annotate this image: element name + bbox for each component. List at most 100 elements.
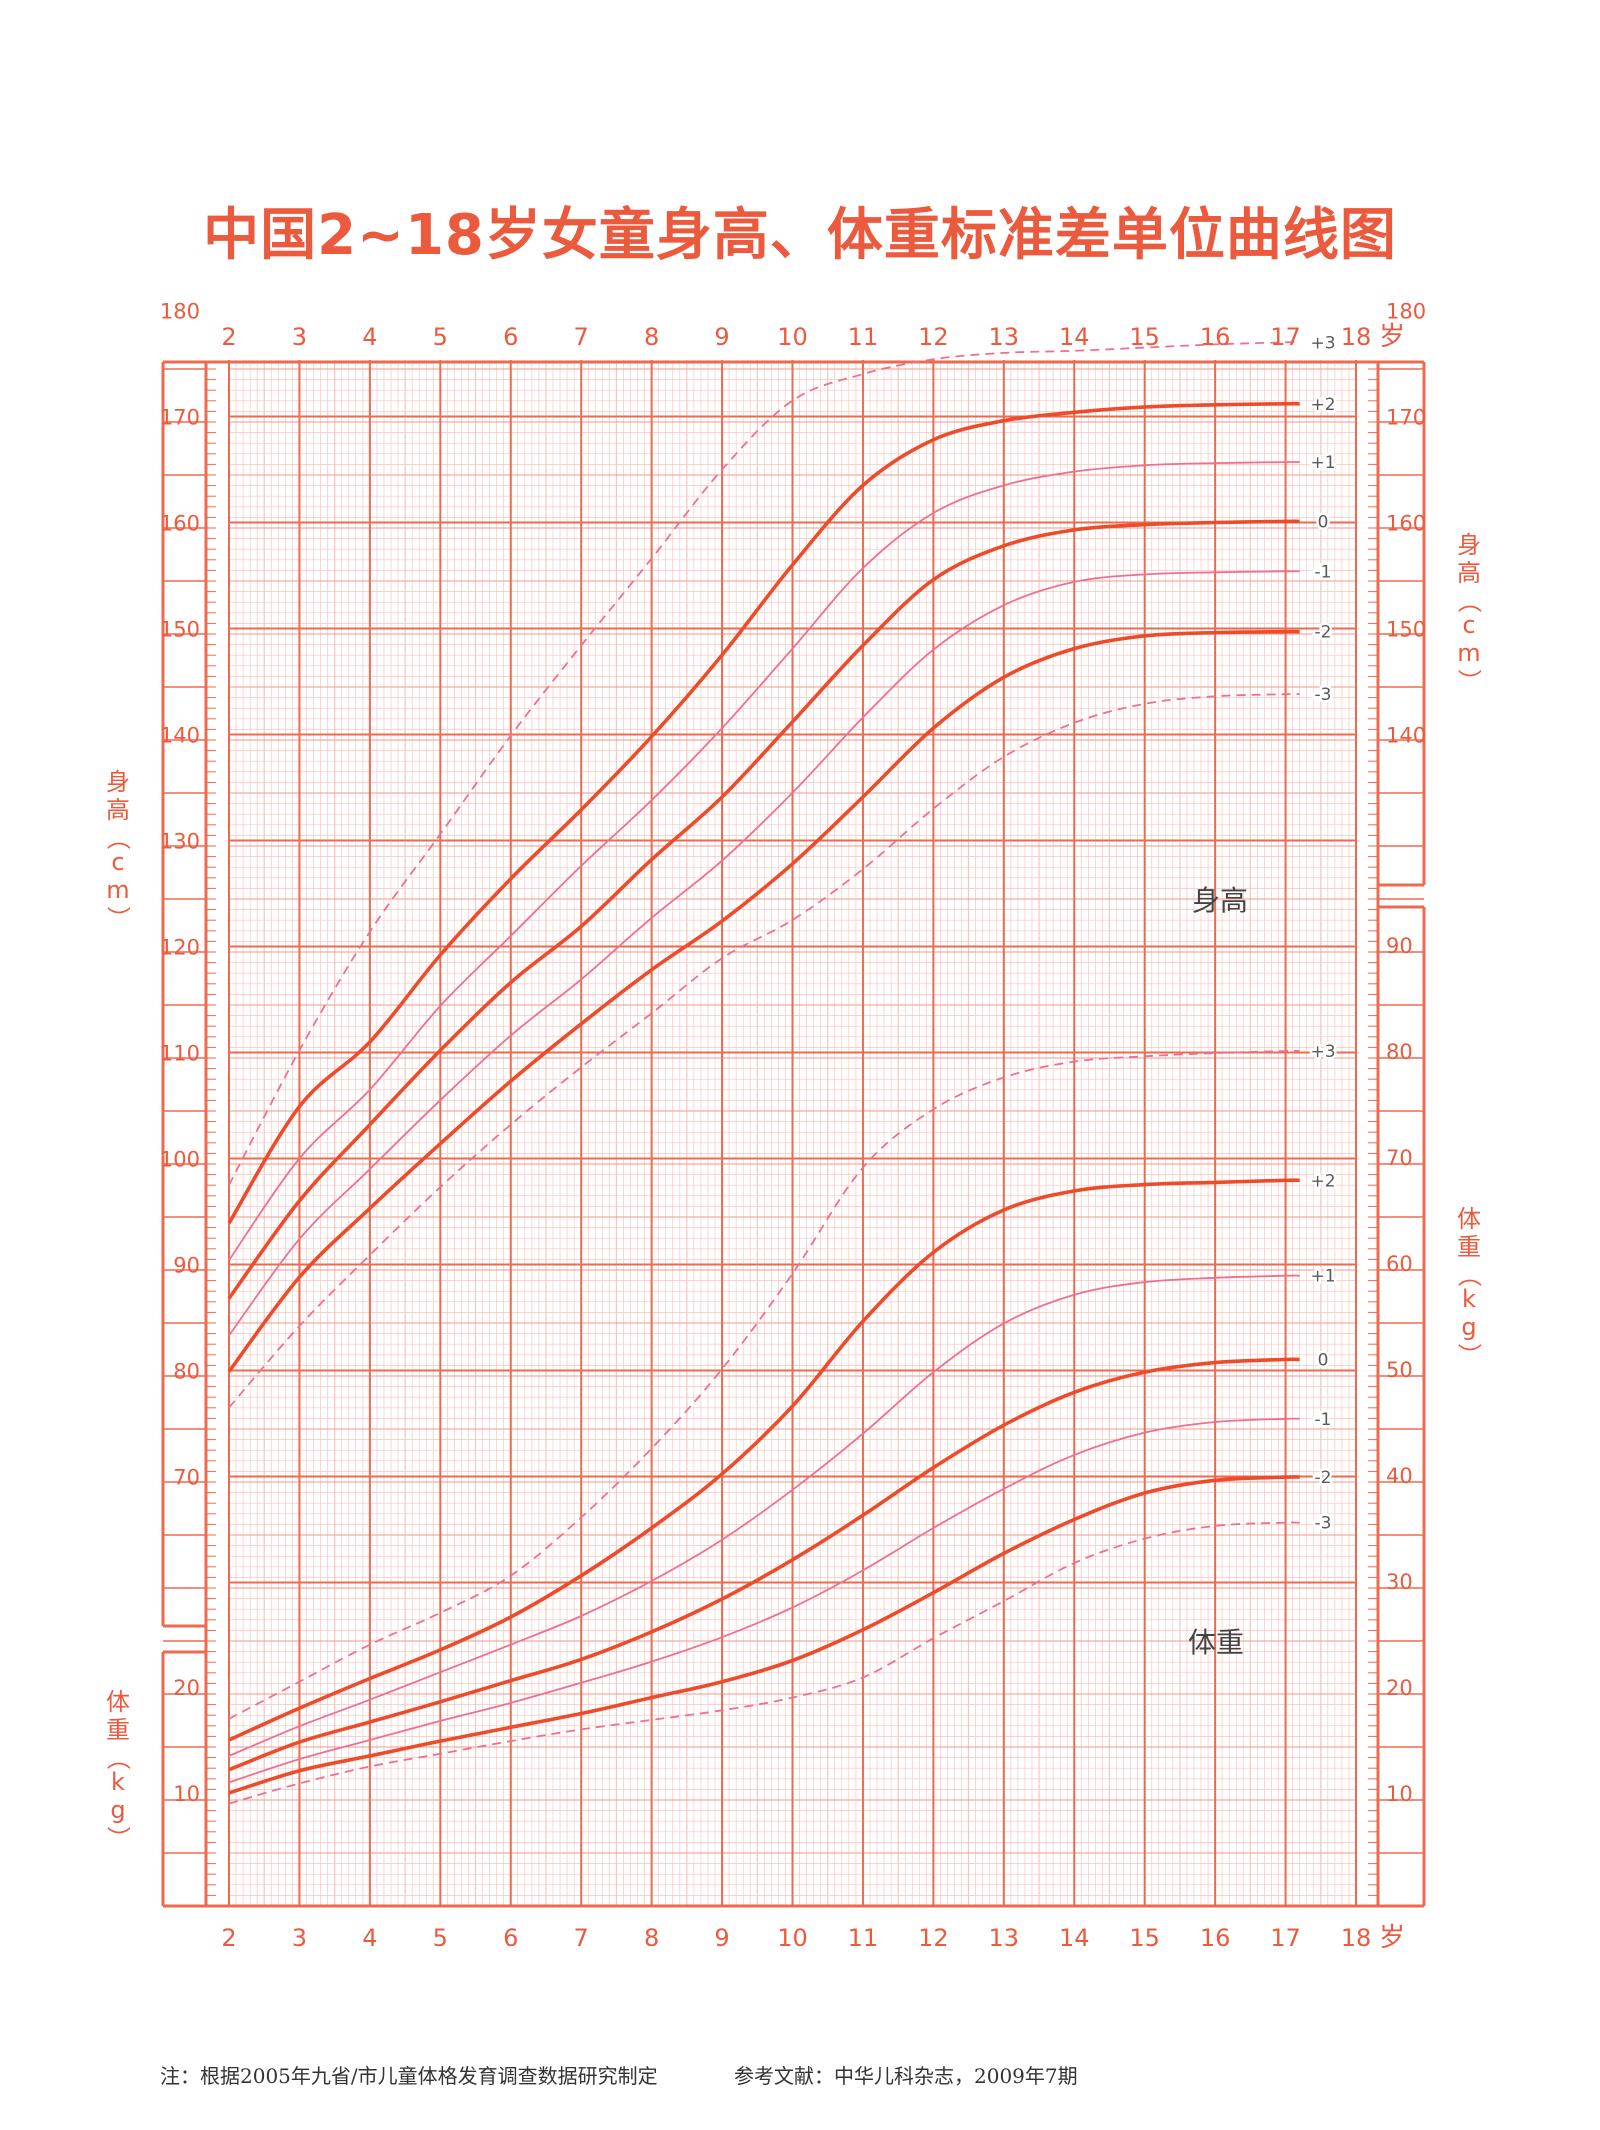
x-tick-bottom: 8 (644, 1924, 659, 1952)
footnote-source: 注：根据2005年九省/市儿童体格发育调查数据研究制定 (160, 2064, 658, 2088)
x-tick-bottom: 12 (918, 1924, 949, 1952)
height-sd-label: +3 (1310, 333, 1335, 353)
x-tick-top: 7 (574, 323, 589, 351)
y-axis-title-height-right: ） (1455, 669, 1483, 693)
y-axis-title-height-left: c (111, 848, 124, 876)
major-grid (228, 360, 1357, 1906)
weight-curve-+1 (228, 1274, 1300, 1757)
height-sd-label: 0 (1318, 512, 1329, 532)
weight-curve-+3 (228, 1049, 1300, 1720)
x-tick-top: 2 (221, 323, 236, 351)
y-axis-title-height-left: 高 (106, 796, 130, 824)
height-curve--2 (227, 629, 1300, 1373)
y-axis-title-height-left: 身 (106, 768, 130, 796)
y-axis-title-height-left: （ (104, 826, 132, 850)
y-axis-title-weight-right: g (1461, 1313, 1476, 1341)
x-tick-top: 11 (848, 323, 879, 351)
height-curve-+3 (228, 341, 1300, 1186)
x-tick-bottom: 15 (1129, 1924, 1160, 1952)
height-curve--3 (228, 693, 1300, 1409)
y-tick-weight-right: 90 (1386, 934, 1413, 958)
x-tick-bottom: 4 (362, 1924, 377, 1952)
y-tick-weight-right: 20 (1386, 1676, 1413, 1700)
x-tick-bottom: 7 (574, 1924, 589, 1952)
y-axis-title-height-left: ） (104, 906, 132, 930)
y-tick-height-right: 160 (1386, 512, 1426, 536)
y-tick-weight-right: 60 (1386, 1252, 1413, 1276)
y-axis-title-weight-right: 体 (1457, 1205, 1481, 1233)
y-axis-title-weight-right: （ (1455, 1263, 1483, 1287)
weight-curve--1 (228, 1417, 1300, 1784)
y-axis-title-height-right: 高 (1457, 559, 1481, 587)
weight-curve-0 (228, 1357, 1300, 1772)
x-tick-bottom: 3 (292, 1924, 307, 1952)
y-tick-height-left: 160 (160, 512, 200, 536)
x-tick-bottom: 13 (989, 1924, 1020, 1952)
y-tick-weight-right: 10 (1386, 1782, 1413, 1806)
x-tick-top: 17 (1270, 323, 1301, 351)
height-sd-label: +1 (1310, 453, 1335, 473)
x-tick-top: 18 (1341, 323, 1372, 351)
weight-sd-label: +1 (1310, 1267, 1335, 1287)
weight-sd-label: -1 (1315, 1410, 1332, 1430)
y-axis-title-weight-left: ） (104, 1826, 132, 1850)
y-tick-height-left: 150 (160, 618, 200, 642)
y-tick-weight-right: 50 (1386, 1358, 1413, 1382)
y-tick-weight-left: 20 (173, 1676, 200, 1700)
x-tick-top: 13 (989, 323, 1020, 351)
y-tick-height-left: 110 (160, 1042, 200, 1066)
weight-curve--3 (228, 1521, 1300, 1805)
y-tick-height-left: 180 (160, 300, 200, 324)
y-tick-weight-left: 10 (173, 1782, 200, 1806)
weight-sd-label: 0 (1318, 1350, 1329, 1370)
x-tick-bottom: 16 (1200, 1924, 1231, 1952)
curves (227, 341, 1300, 1805)
height-sd-label: -1 (1315, 562, 1332, 582)
x-tick-top: 12 (918, 323, 949, 351)
weight-sd-label: +3 (1310, 1042, 1335, 1062)
x-tick-top: 15 (1129, 323, 1160, 351)
y-tick-weight-right: 40 (1386, 1464, 1413, 1488)
weight-curve--2 (228, 1475, 1300, 1795)
y-tick-height-left: 70 (173, 1466, 200, 1490)
x-tick-bottom: 11 (848, 1924, 879, 1952)
x-unit-top: 岁 (1379, 322, 1405, 352)
labels: 7080901001101201301401501601701801020140… (104, 300, 1483, 1954)
x-tick-bottom: 9 (714, 1924, 729, 1952)
y-tick-height-left: 100 (160, 1148, 200, 1172)
x-tick-top: 8 (644, 323, 659, 351)
y-tick-height-left: 80 (173, 1360, 200, 1384)
y-tick-height-right: 170 (1386, 406, 1426, 430)
weight-sd-label: +2 (1310, 1171, 1335, 1191)
y-axis-title-weight-left: 体 (106, 1688, 130, 1716)
y-tick-weight-right: 70 (1386, 1146, 1413, 1170)
y-axis-title-weight-left: 重 (106, 1716, 130, 1744)
panel-label-height: 身高 (1192, 884, 1248, 917)
x-tick-top: 4 (362, 323, 377, 351)
y-axis-title-weight-left: k (111, 1768, 125, 1796)
chart-title: 中国2~18岁女童身高、体重标准差单位曲线图 (203, 203, 1397, 268)
y-axis-title-weight-left: g (110, 1796, 125, 1824)
chart-frame (161, 360, 1426, 1908)
y-tick-height-left: 90 (173, 1254, 200, 1278)
y-axis-title-weight-right: k (1462, 1285, 1476, 1313)
y-tick-height-right: 150 (1386, 618, 1426, 642)
panel-label-weight: 体重 (1188, 1626, 1244, 1659)
height-curve-+1 (228, 461, 1300, 1261)
y-axis-title-height-right: c (1462, 611, 1475, 639)
y-tick-height-left: 120 (160, 936, 200, 960)
x-tick-top: 9 (714, 323, 729, 351)
x-tick-top: 6 (503, 323, 518, 351)
x-tick-bottom: 5 (433, 1924, 448, 1952)
y-axis-title-height-right: （ (1455, 589, 1483, 613)
x-unit-bottom: 岁 (1379, 1923, 1405, 1953)
x-tick-top: 14 (1059, 323, 1090, 351)
height-curve--1 (228, 570, 1300, 1337)
height-sd-label: -3 (1315, 685, 1332, 705)
y-tick-weight-right: 80 (1386, 1040, 1413, 1064)
height-curve-0 (227, 519, 1300, 1300)
footnote: 注：根据2005年九省/市儿童体格发育调查数据研究制定 参考文献：中华儿科杂志，… (160, 2060, 1078, 2089)
x-tick-top: 10 (777, 323, 808, 351)
height-sd-label: -2 (1315, 623, 1332, 643)
